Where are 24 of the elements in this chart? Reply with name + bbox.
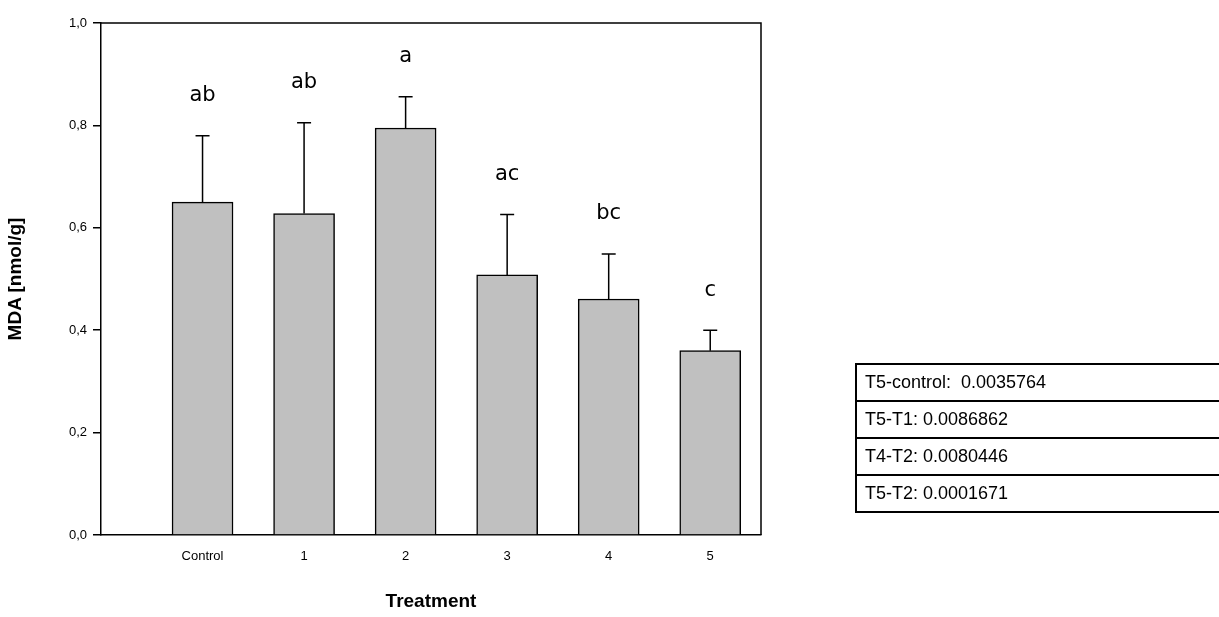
annotation: ab [189, 82, 216, 107]
x-axis-title: Treatment [385, 589, 478, 611]
x-tick-label: 1 [300, 548, 308, 564]
y-tick-label: 0,0 [68, 526, 87, 542]
y-tick-label: 0,6 [68, 219, 87, 235]
annotation: bc [596, 200, 622, 225]
x-tick-label: 4 [605, 548, 613, 564]
y-axis-title: MDA [nmol/g] [3, 217, 25, 341]
text: T4-T2: 0.0080446 [856, 438, 1219, 475]
annotation: a [399, 43, 413, 68]
y-tick-label: 0,8 [68, 116, 87, 132]
y-tick-label: 0,4 [68, 321, 87, 337]
x-tick-label: 3 [503, 548, 511, 564]
x-tick-label: 5 [706, 548, 714, 564]
x-tick-label: 2 [402, 548, 410, 564]
text: T5-T2: 0.0001671 [856, 475, 1219, 512]
annotation: ac [494, 160, 520, 185]
text: T5-control: 0.0035764 [856, 364, 1219, 401]
x-tick-label: Control [181, 548, 224, 564]
annotation: c [704, 276, 716, 301]
annotation: ab [290, 69, 318, 94]
y-tick-label: 1,0 [68, 14, 87, 30]
y-tick-label: 0,2 [68, 424, 87, 440]
text: T5-T1: 0.0086862 [856, 401, 1219, 438]
